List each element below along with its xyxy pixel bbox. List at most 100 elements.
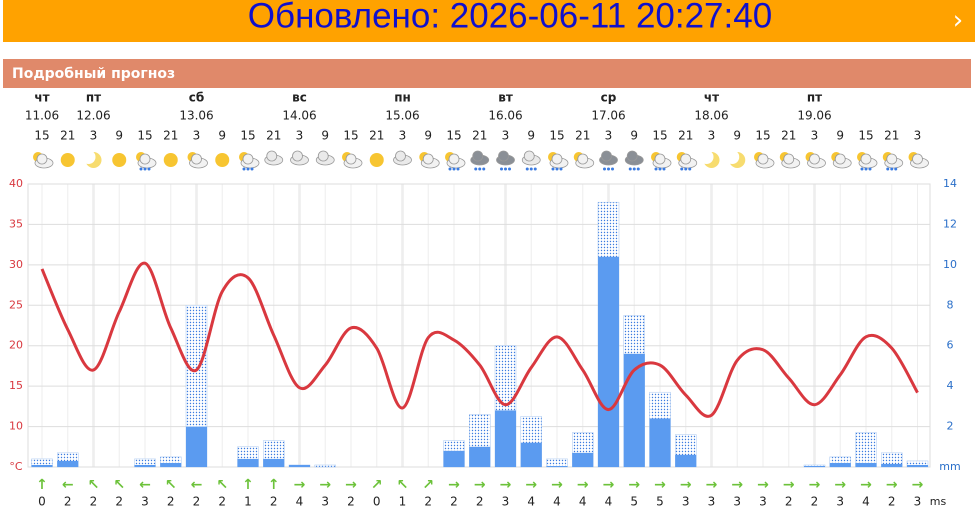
wind-speed: 2 xyxy=(424,495,432,509)
hour-label: 15 xyxy=(34,129,49,143)
cloud xyxy=(36,153,48,165)
rain-drop xyxy=(860,167,864,171)
wind-speed: 3 xyxy=(321,495,329,509)
wind-arrow: ↖ xyxy=(113,477,125,493)
cloud xyxy=(626,150,638,162)
moon-shadow xyxy=(699,150,714,164)
y-tick-label: 20 xyxy=(9,339,23,352)
rain-drop xyxy=(658,167,662,171)
precip-bar xyxy=(572,452,594,467)
wind-arrow: ← xyxy=(139,477,151,493)
wind-speed: 2 xyxy=(115,495,123,509)
y-tick-label: 10 xyxy=(9,420,23,433)
hour-label: 3 xyxy=(502,129,510,143)
cloud xyxy=(498,150,509,162)
wind-arrow: ↖ xyxy=(216,477,228,493)
sun xyxy=(163,153,178,167)
day-name: пт xyxy=(807,91,822,105)
wind-speed: 3 xyxy=(733,495,741,509)
hour-label: 15 xyxy=(549,129,564,143)
hour-label: 21 xyxy=(472,129,487,143)
precip-bar xyxy=(623,353,645,467)
moon-shadow xyxy=(81,150,96,164)
banner[interactable] xyxy=(3,0,975,42)
rain-drop xyxy=(662,167,666,171)
hour-label: 3 xyxy=(399,129,407,143)
wind-speed: 2 xyxy=(450,495,458,509)
hour-label: 21 xyxy=(575,129,590,143)
wind-speed: 2 xyxy=(193,495,201,509)
rain-drop xyxy=(250,167,254,171)
wind-arrow: → xyxy=(345,477,357,493)
chevron[interactable]: › xyxy=(953,6,963,36)
hour-label: 15 xyxy=(137,129,152,143)
cloud xyxy=(783,153,795,165)
day-name: чт xyxy=(34,91,49,105)
wind-arrow: ↑ xyxy=(36,477,48,493)
rain-drop xyxy=(603,167,606,171)
wind-speed: 5 xyxy=(656,495,664,509)
wind-arrow: → xyxy=(628,477,640,493)
wind-arrow: → xyxy=(294,477,306,493)
temperature-line xyxy=(40,261,919,418)
wind-speed: 2 xyxy=(90,495,98,509)
wind-speed: 3 xyxy=(502,495,510,509)
hour-label: 9 xyxy=(836,129,844,143)
wind-arrow: → xyxy=(680,477,692,493)
rain-drop xyxy=(482,167,486,171)
wind-arrow: → xyxy=(577,477,589,493)
precip-bar xyxy=(675,454,697,467)
wind-speed: 4 xyxy=(605,495,613,509)
wind-arrow: ← xyxy=(62,477,74,493)
wind-speed: 3 xyxy=(682,495,690,509)
precip-bar xyxy=(829,462,851,467)
precip-bar xyxy=(57,460,79,467)
wind-arrow: ↖ xyxy=(165,477,177,493)
wind-speed: 3 xyxy=(141,495,149,509)
day-name: сб xyxy=(189,91,205,105)
wind-arrow: ↖ xyxy=(397,477,409,493)
hour-label: 15 xyxy=(858,129,873,143)
day-date: 14.06 xyxy=(282,109,316,123)
wind-speed: 2 xyxy=(347,495,355,509)
precip-bar xyxy=(263,458,285,467)
wind-unit: ms xyxy=(930,495,947,508)
wind-speed: 3 xyxy=(914,495,922,509)
day-date: 12.06 xyxy=(76,109,110,123)
cloud xyxy=(680,153,692,165)
rain-drop xyxy=(864,167,868,171)
sun xyxy=(215,153,230,167)
cloud xyxy=(448,153,460,165)
rain-drop xyxy=(890,167,894,171)
hour-label: 9 xyxy=(630,129,638,143)
cloud xyxy=(809,153,820,165)
precip-bar xyxy=(31,464,53,467)
wind-speed: 0 xyxy=(38,495,46,509)
rain-drop xyxy=(684,167,688,171)
precip-bar xyxy=(237,458,259,467)
cloud xyxy=(242,153,254,165)
rain-drop xyxy=(500,167,503,171)
sun xyxy=(60,153,75,167)
cloud xyxy=(191,153,202,165)
rain-drop xyxy=(508,167,511,171)
wind-arrow: ↑ xyxy=(242,477,254,493)
hour-label: 15 xyxy=(652,129,667,143)
rain-drop xyxy=(456,167,460,171)
rain-drop xyxy=(555,167,559,171)
precip-bar xyxy=(443,450,465,467)
rain-drop xyxy=(632,167,636,171)
hour-label: 3 xyxy=(708,129,716,143)
hour-label: 9 xyxy=(115,129,123,143)
wind-speed: 2 xyxy=(476,495,484,509)
wind-arrow: → xyxy=(912,477,924,493)
precip-bar xyxy=(289,464,310,467)
rain-drop xyxy=(868,167,872,171)
precip-bar xyxy=(495,410,516,467)
y2-tick-label: 14 xyxy=(943,177,957,190)
update-time: Обновлено: 2026-06-11 20:27:40 xyxy=(248,0,772,35)
day-name: пт xyxy=(86,91,101,105)
cloud xyxy=(757,153,769,165)
wind-speed: 4 xyxy=(296,495,304,509)
cloud xyxy=(886,153,898,165)
